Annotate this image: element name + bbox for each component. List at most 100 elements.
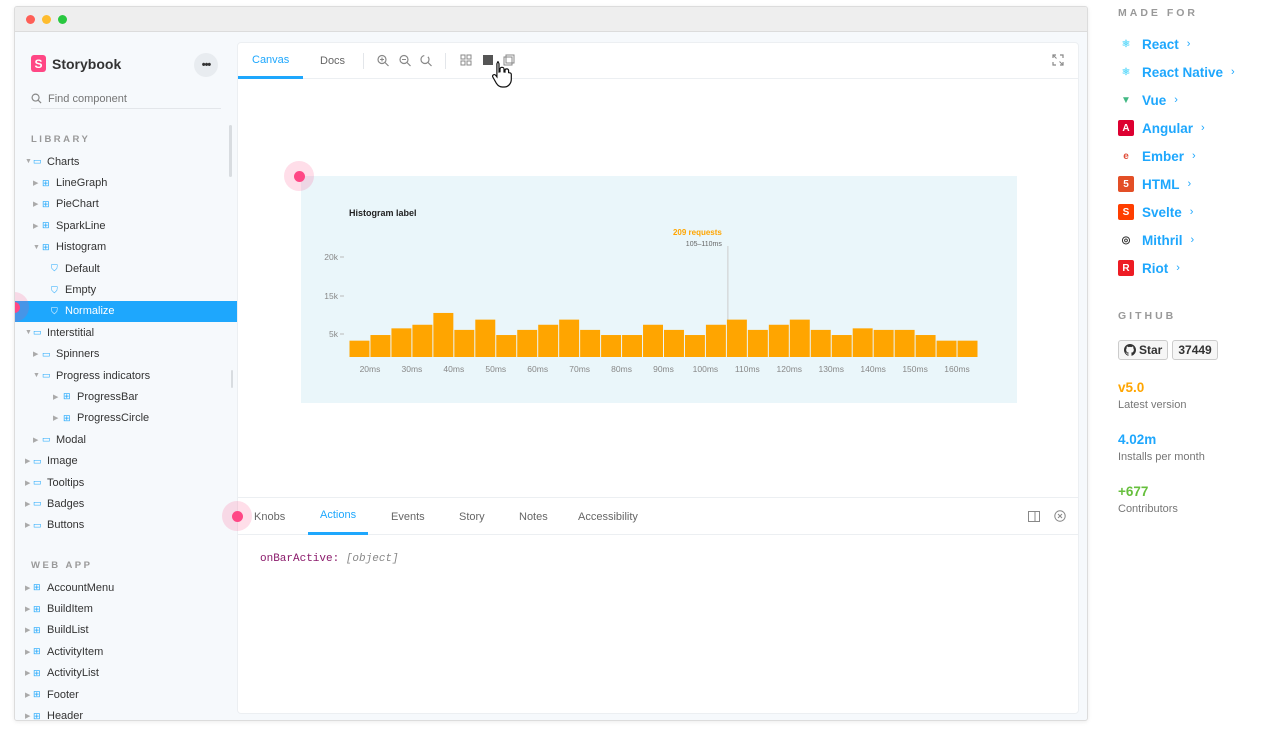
tab-notes[interactable]: Notes xyxy=(519,510,548,523)
zoom-reset-icon[interactable] xyxy=(419,54,433,67)
zoom-out-icon[interactable] xyxy=(398,54,412,67)
sidebar-item-default[interactable]: ⛉ Default xyxy=(15,258,237,279)
fullscreen-icon[interactable] xyxy=(1051,54,1065,66)
histogram-bar[interactable] xyxy=(852,328,873,357)
framework-link-react-native[interactable]: ⚛ React Native › xyxy=(1118,62,1235,82)
framework-link-html[interactable]: 5 HTML › xyxy=(1118,174,1191,194)
expand-caret-icon[interactable]: ▶ xyxy=(25,479,31,487)
maximize-window-button[interactable] xyxy=(58,14,67,24)
tab-accessibility[interactable]: Accessibility xyxy=(578,510,638,523)
expand-caret-icon[interactable]: ▼ xyxy=(25,158,32,166)
tab-story[interactable]: Story xyxy=(459,510,485,523)
expand-caret-icon[interactable]: ▼ xyxy=(33,243,40,251)
sidebar-item-builditem[interactable]: ▶ ⊞ BuildItem xyxy=(15,598,237,619)
expand-caret-icon[interactable]: ▶ xyxy=(33,222,39,230)
sidebar-item-modal[interactable]: ▶ ▭ Modal xyxy=(15,429,237,450)
framework-link-angular[interactable]: A Angular › xyxy=(1118,118,1205,138)
sidebar-item-charts[interactable]: ▼ ▭ Charts xyxy=(15,151,237,172)
expand-caret-icon[interactable]: ▶ xyxy=(25,606,31,614)
histogram-bar[interactable] xyxy=(789,319,810,357)
histogram-bar[interactable] xyxy=(810,329,831,357)
sidebar-item-spinners[interactable]: ▶ ▭ Spinners xyxy=(15,344,237,365)
framework-link-riot[interactable]: R Riot › xyxy=(1118,258,1180,278)
tab-events[interactable]: Events xyxy=(391,510,425,523)
histogram-bar[interactable] xyxy=(412,324,433,357)
sidebar-item-sparkline[interactable]: ▶ ⊞ SparkLine xyxy=(15,215,237,236)
sidebar-item-buildlist[interactable]: ▶ ⊞ BuildList xyxy=(15,620,237,641)
expand-caret-icon[interactable]: ▶ xyxy=(25,648,31,656)
sidebar-item-activityitem[interactable]: ▶ ⊞ ActivityItem xyxy=(15,641,237,662)
histogram-bar[interactable] xyxy=(370,335,391,357)
expand-caret-icon[interactable]: ▶ xyxy=(25,522,31,530)
expand-caret-icon[interactable]: ▶ xyxy=(25,713,31,721)
expand-caret-icon[interactable]: ▼ xyxy=(33,372,40,380)
search-input[interactable] xyxy=(48,92,208,105)
histogram-bar[interactable] xyxy=(957,340,978,357)
close-window-button[interactable] xyxy=(26,14,35,24)
expand-caret-icon[interactable]: ▶ xyxy=(33,351,39,359)
histogram-bar[interactable] xyxy=(873,329,894,357)
framework-link-svelte[interactable]: S Svelte › xyxy=(1118,202,1193,222)
histogram-bar[interactable] xyxy=(936,340,957,357)
expand-caret-icon[interactable]: ▶ xyxy=(33,436,39,444)
expand-caret-icon[interactable]: ▶ xyxy=(25,627,31,635)
sidebar-item-accountmenu[interactable]: ▶ ⊞ AccountMenu xyxy=(15,577,237,598)
sidebar-item-header[interactable]: ▶ ⊞ Header xyxy=(15,705,237,721)
histogram-bar[interactable] xyxy=(831,335,852,357)
histogram-bar[interactable] xyxy=(768,324,789,357)
histogram-bar[interactable] xyxy=(643,324,663,357)
expand-caret-icon[interactable]: ▶ xyxy=(33,201,39,209)
histogram-bar[interactable] xyxy=(391,328,412,357)
tab-knobs[interactable]: Knobs xyxy=(254,510,286,523)
histogram-bar[interactable] xyxy=(622,335,643,357)
histogram-bar[interactable] xyxy=(726,319,747,357)
github-star-widget[interactable]: Star 37449 xyxy=(1118,340,1218,360)
framework-link-ember[interactable]: e Ember › xyxy=(1118,146,1195,166)
sidebar-item-linegraph[interactable]: ▶ ⊞ LineGraph xyxy=(15,172,237,193)
histogram-bar[interactable] xyxy=(580,329,601,357)
sidebar-item-histogram[interactable]: ▼ ⊞ Histogram xyxy=(15,237,237,258)
histogram-bar[interactable] xyxy=(433,312,454,357)
histogram-bar[interactable] xyxy=(349,340,370,357)
sidebar-item-empty[interactable]: ⛉ Empty xyxy=(15,279,237,300)
tab-actions[interactable]: Actions xyxy=(308,498,369,535)
grid-icon[interactable] xyxy=(459,54,473,66)
outline-icon[interactable] xyxy=(502,54,516,66)
histogram-bar[interactable] xyxy=(475,319,496,357)
histogram-bar[interactable] xyxy=(601,335,622,357)
sidebar-item-image[interactable]: ▶ ▭ Image xyxy=(15,450,237,471)
expand-caret-icon[interactable]: ▶ xyxy=(25,670,31,678)
histogram-bar[interactable] xyxy=(915,335,936,357)
tab-canvas[interactable]: Canvas xyxy=(238,43,304,79)
close-panel-icon[interactable] xyxy=(1054,510,1066,522)
framework-link-react[interactable]: ⚛ React › xyxy=(1118,34,1191,54)
histogram-bar[interactable] xyxy=(559,319,580,357)
sidebar-item-progressbar[interactable]: ▶ ⊞ ProgressBar xyxy=(15,386,237,407)
sidebar-menu-button[interactable]: ••• xyxy=(194,53,218,77)
tab-docs[interactable]: Docs xyxy=(320,55,346,67)
histogram-bar[interactable] xyxy=(517,329,538,357)
expand-caret-icon[interactable]: ▶ xyxy=(53,393,59,401)
background-icon[interactable] xyxy=(481,54,495,66)
histogram-bar[interactable] xyxy=(684,335,705,357)
expand-caret-icon[interactable]: ▼ xyxy=(25,329,32,337)
sidebar-item-tooltips[interactable]: ▶ ▭ Tooltips xyxy=(15,472,237,493)
github-star-button[interactable]: Star xyxy=(1118,340,1169,360)
expand-caret-icon[interactable]: ▶ xyxy=(33,180,39,188)
sidebar-item-activitylist[interactable]: ▶ ⊞ ActivityList xyxy=(15,663,237,684)
framework-link-mithril[interactable]: ◎ Mithril › xyxy=(1118,230,1195,250)
sidebar-item-buttons[interactable]: ▶ ▭ Buttons xyxy=(15,515,237,536)
histogram-bar[interactable] xyxy=(705,324,726,357)
github-star-count[interactable]: 37449 xyxy=(1172,340,1218,360)
sidebar-item-interstitial[interactable]: ▼ ▭ Interstitial xyxy=(15,322,237,343)
histogram-bar[interactable] xyxy=(496,335,517,357)
expand-caret-icon[interactable]: ▶ xyxy=(53,415,59,423)
expand-caret-icon[interactable]: ▶ xyxy=(25,458,31,466)
histogram-bar[interactable] xyxy=(664,329,684,357)
expand-caret-icon[interactable]: ▶ xyxy=(25,584,31,592)
framework-link-vue[interactable]: ▼ Vue › xyxy=(1118,90,1178,110)
sidebar-item-badges[interactable]: ▶ ▭ Badges xyxy=(15,493,237,514)
brand[interactable]: S Storybook xyxy=(31,55,121,72)
histogram-bar[interactable] xyxy=(538,324,559,357)
sidebar-scrollbar[interactable] xyxy=(229,125,232,177)
